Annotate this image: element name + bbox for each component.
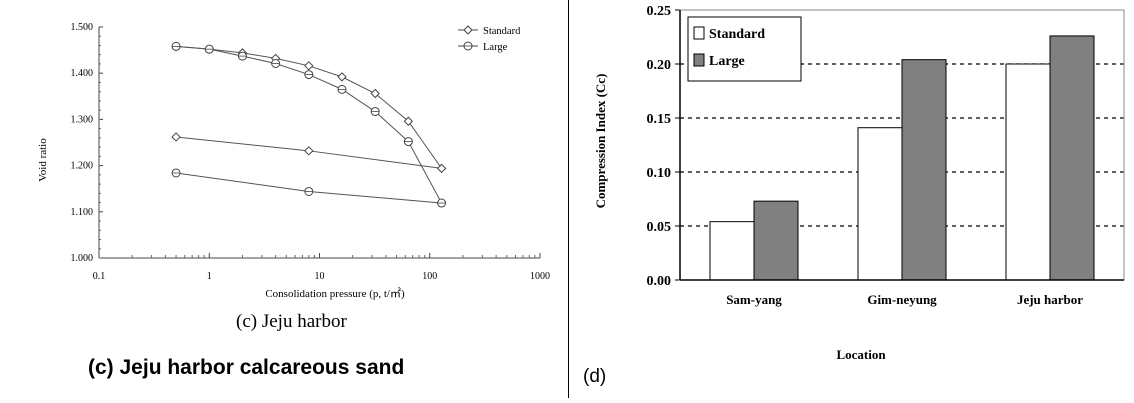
y-tick-label: 0.15 [647, 112, 672, 127]
y-tick-label: 1.200 [71, 161, 94, 172]
legend-swatch [693, 26, 705, 40]
y-axis-label: Compression Index (Cc) [593, 74, 608, 209]
x-tick-label: 100 [422, 271, 437, 282]
x-axis-label: Location [836, 347, 886, 362]
x-tick-label: 10 [315, 271, 325, 282]
compression-index-panel: 0.00 0.05 0.10 0.15 0.20 0.25 Sam-yang Gim-neyu… [570, 0, 1134, 398]
x-axis-label: Consolidation pressure (p, t/㎡) [265, 287, 405, 300]
x-tick-label: Sam-yang [726, 292, 782, 307]
y-tick-label: 0.20 [647, 58, 672, 73]
diamond-marker [337, 72, 347, 82]
y-tick-label: 0.00 [647, 274, 672, 289]
x-tick-label: Jeju harbor [1017, 292, 1083, 307]
bar-standard-0 [709, 221, 755, 281]
x-tick-label: Gim-neyung [867, 292, 937, 307]
y-tick-label: 0.10 [647, 166, 672, 181]
panel-divider [568, 0, 569, 398]
y-tick-label: 0.05 [647, 220, 672, 235]
chart-subcaption: (c) Jeju harbor [236, 311, 347, 332]
void-ratio-panel: 1.000 1.100 1.200 1.300 1.400 1.500 0.1 1 10 100 1… [0, 0, 568, 398]
y-tick-label: 0.25 [647, 4, 672, 19]
panel-label: (d) [583, 366, 607, 387]
legend-label: Standard [709, 27, 765, 42]
figure-caption: (c) Jeju harbor calcareous sand [88, 356, 405, 379]
diamond-marker [171, 132, 181, 142]
legend-label: Standard [483, 26, 521, 37]
bar-large-2 [1049, 35, 1095, 281]
legend-label: Large [709, 54, 745, 69]
bar-large-1 [901, 59, 947, 281]
y-tick-label: 1.500 [71, 22, 94, 33]
bar-standard-1 [857, 127, 903, 281]
y-axis-label: Void ratio [37, 138, 49, 182]
legend-box [687, 16, 802, 82]
diamond-marker [370, 88, 380, 99]
y-tick-label: 1.000 [71, 253, 94, 264]
bar-large-0 [753, 200, 799, 281]
diamond-marker [403, 116, 414, 126]
compression-index-chart: 0.00 0.05 0.10 0.15 0.20 0.25 Sam-yang Gim-neyu… [593, 4, 1125, 362]
diamond-icon [463, 25, 473, 35]
void-ratio-chart: 1.000 1.100 1.200 1.300 1.400 1.500 0.1 1 10 100 1… [37, 22, 550, 300]
x-tick-label: 0.1 [93, 271, 106, 282]
legend-label: Large [483, 42, 508, 53]
x-tick-label: 1 [207, 271, 212, 282]
y-tick-label: 1.100 [71, 207, 94, 218]
diamond-marker [304, 61, 314, 71]
x-tick-label: 1000 [530, 271, 550, 282]
bar-standard-2 [1005, 63, 1051, 281]
legend-swatch [693, 53, 705, 67]
diamond-marker [436, 163, 447, 174]
y-tick-label: 1.400 [71, 68, 94, 79]
diamond-marker [304, 146, 314, 156]
y-tick-label: 1.300 [71, 114, 94, 125]
